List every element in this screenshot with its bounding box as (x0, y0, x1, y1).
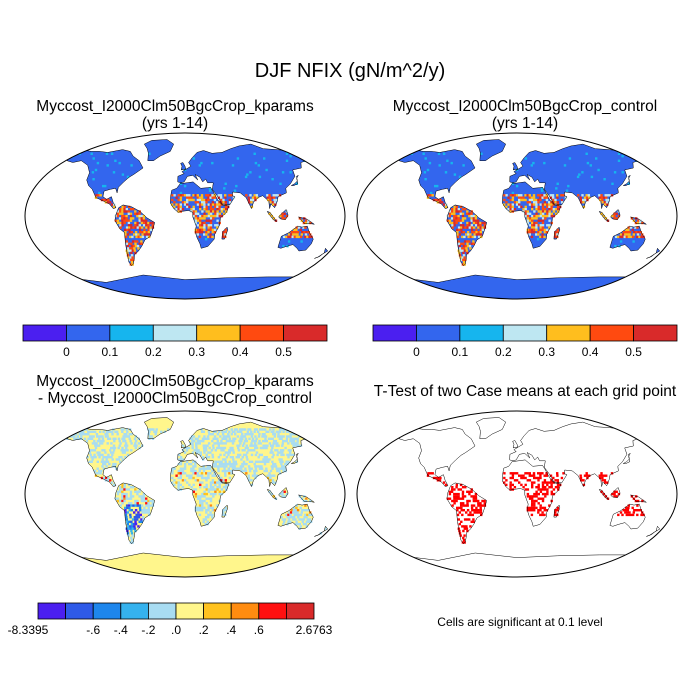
colorbar-label: 0.4 (582, 345, 599, 359)
colorbar-label: 0 (413, 345, 420, 359)
map-panel-kparams (24, 132, 346, 300)
colorbar-label: 0.1 (452, 345, 469, 359)
colorbar-swatch (285, 602, 315, 620)
panel1-title-line1: Myccost_I2000Clm50BgcCrop_kparams (36, 98, 314, 115)
map-border (24, 132, 346, 300)
colorbar-label: 0.2 (495, 345, 512, 359)
colorbar-label: 0.5 (275, 345, 292, 359)
colorbar-label: .4 (226, 623, 236, 637)
map-panel-ttest (356, 410, 678, 578)
colorbar-label: 0.5 (625, 345, 642, 359)
colorbar-label: .0 (171, 623, 181, 637)
panel2-title-line1: Myccost_I2000Clm50BgcCrop_control (392, 98, 658, 115)
continent-britain (180, 162, 186, 170)
continent-northAmerica (399, 149, 475, 209)
map-panel-control (356, 132, 678, 300)
map-border (356, 132, 678, 300)
colorbar-swatch (22, 324, 67, 342)
colorbar-swatch (203, 602, 232, 620)
panel3-title-line2: - Myccost_I2000Clm50BgcCrop_control (38, 390, 312, 407)
colorbar-swatch (65, 602, 94, 620)
colorbar-label: 0.3 (538, 345, 555, 359)
panel1-title: Myccost_I2000Clm50BgcCrop_kparams (yrs 1… (10, 98, 340, 132)
colorbar-swatch (92, 602, 122, 620)
colorbar-swatch (372, 324, 417, 342)
significance-note: Cells are significant at 0.1 level (437, 615, 603, 629)
colorbar-swatch (109, 324, 154, 342)
continent-northAmerica (399, 427, 475, 487)
continent-eurasia (509, 422, 641, 487)
continent-britain (512, 440, 518, 448)
field-cells (71, 152, 313, 266)
colorbar-swatch (258, 602, 287, 620)
panel3-title: Myccost_I2000Clm50BgcCrop_kparams - Mycc… (5, 373, 345, 407)
continent-greenland (144, 417, 174, 439)
panel4-title-line1: T-Test of two Case means at each grid po… (373, 383, 677, 400)
colorbar-swatch (633, 324, 678, 342)
colorbar-swatch (459, 324, 504, 342)
colorbar-swatch (175, 602, 205, 620)
colorbar-swatch (589, 324, 634, 342)
panel4-title: T-Test of two Case means at each grid po… (355, 383, 695, 400)
colorbar-label: .2 (199, 623, 209, 637)
continent-eurasia (509, 144, 641, 209)
colorbar-swatch (283, 324, 328, 342)
colorbar-swatch (152, 324, 198, 342)
colorbar-difference: -8.3395 -.6 -.4 -.2 .0 .2 .4 .6 2.6763 (8, 602, 333, 637)
continent-britain (512, 162, 518, 170)
panel3-title-line1: Myccost_I2000Clm50BgcCrop_kparams (36, 373, 314, 390)
panel2-title: Myccost_I2000Clm50BgcCrop_control (yrs 1… (355, 98, 695, 132)
continent-greenland (476, 417, 506, 439)
figure-title: DJF NFIX (gN/m^2/y) (254, 60, 446, 82)
colorbar-kparams: 0 0.1 0.2 0.3 0.4 0.5 (22, 324, 328, 359)
colorbar-label: 0.1 (102, 345, 119, 359)
continent-northAmerica (67, 149, 143, 209)
colorbar-swatch (502, 324, 548, 342)
colorbar-swatch (120, 602, 149, 620)
field-cells (65, 428, 327, 544)
map-border (24, 410, 346, 578)
colorbar-label: -.6 (86, 623, 100, 637)
colorbar-swatch (37, 602, 67, 620)
panel1-title-line2: (yrs 1-14) (141, 115, 209, 132)
colorbar-label: -.4 (114, 623, 128, 637)
colorbar-swatch (196, 324, 241, 342)
continent-greenland (476, 139, 506, 161)
continent-greenland (144, 139, 174, 161)
colorbar-label: 2.6763 (296, 623, 333, 637)
colorbar-swatch (230, 602, 260, 620)
colorbar-swatch (66, 324, 111, 342)
map-panel-difference (24, 410, 346, 578)
colorbar-swatch (416, 324, 461, 342)
colorbar-label: 0.4 (232, 345, 249, 359)
continent-japan (623, 453, 631, 464)
colorbar-swatch (239, 324, 284, 342)
map-border (356, 410, 678, 578)
colorbar-label: -8.3395 (8, 623, 49, 637)
continent-britain (180, 440, 186, 448)
panel2-title-line2: (yrs 1-14) (491, 115, 559, 132)
colorbar-label: 0.2 (145, 345, 162, 359)
colorbar-label: .6 (254, 623, 264, 637)
colorbar-label: 0.3 (188, 345, 205, 359)
colorbar-label: 0 (63, 345, 70, 359)
colorbar-swatch (147, 602, 177, 620)
colorbar-label: -.2 (141, 623, 155, 637)
continent-eurasia (177, 144, 309, 209)
colorbar-swatch (546, 324, 591, 342)
colorbar-control: 0 0.1 0.2 0.3 0.4 0.5 (372, 324, 678, 359)
